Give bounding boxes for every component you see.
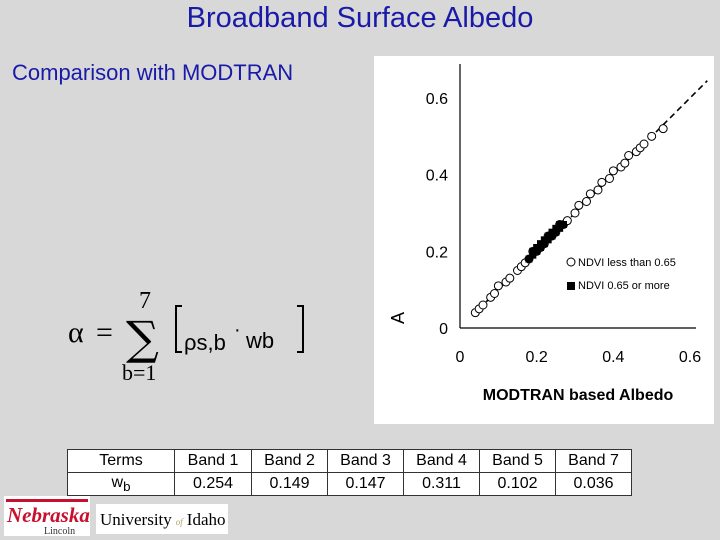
table-cell-band-3: 0.147 (327, 472, 404, 496)
data-point-ndvi-less (624, 151, 634, 160)
data-point-ndvi-more (529, 251, 537, 259)
idaho-logo: University of Idaho (96, 504, 228, 534)
band-weights-table: Terms Band 1 Band 2 Band 3 Band 4 Band 5… (67, 449, 632, 496)
table-header-band-4: Band 4 (403, 449, 480, 473)
data-point-ndvi-more (560, 221, 567, 228)
nebraska-wordmark: Nebraska (6, 503, 90, 527)
slide-subtitle: Comparison with MODTRAN (12, 60, 294, 85)
table-cell-band-4: 0.311 (403, 472, 480, 496)
x-tick-label: 0.6 (679, 349, 701, 366)
y-tick-label: 0.4 (426, 168, 448, 185)
x-tick-label: 0.4 (602, 349, 624, 366)
data-point-ndvi-less (582, 197, 591, 206)
data-point-ndvi-more (537, 240, 544, 248)
data-point-ndvi-more (556, 221, 564, 228)
data-point-ndvi-more (540, 236, 548, 244)
table-header-band-7: Band 7 (555, 449, 632, 473)
y-tick-label: 0 (439, 321, 448, 338)
x-tick-label: 0 (456, 349, 465, 366)
data-point-ndvi-more (548, 232, 556, 240)
data-point-ndvi-more (525, 255, 533, 263)
table-header-band-5: Band 5 (479, 449, 556, 473)
data-point-ndvi-more (540, 240, 548, 248)
data-point-ndvi-more (533, 247, 541, 255)
slide-title: Broadband Surface Albedo (186, 2, 534, 34)
data-point-ndvi-less (639, 139, 649, 149)
albedo-formula: α = 7 ∑ b=1 ρs,b · wb (66, 282, 326, 386)
row-label-text: wb (111, 473, 131, 495)
data-point-ndvi-more (544, 236, 552, 244)
data-point-ndvi-more (548, 228, 556, 236)
data-point-ndvi-more (552, 224, 560, 232)
table-row-label: wb (67, 472, 175, 496)
scatter-chart: 0 0.2 0.4 0.6 0 0.2 0.4 0.6 NDVI less than 0.6… (374, 56, 714, 424)
table-cell-band-1: 0.254 (174, 472, 252, 496)
legend-marker-ndvi-less (566, 257, 576, 267)
table-header-terms: Terms (67, 449, 175, 473)
table-header-band-2: Band 2 (251, 449, 328, 473)
table-header-row: Terms Band 1 Band 2 Band 3 Band 4 Band 5… (67, 449, 632, 473)
table-header-band-1: Band 1 (174, 449, 252, 473)
data-point-ndvi-more (533, 244, 541, 251)
formula-lower-limit: b=1 (122, 360, 156, 385)
data-point-ndvi-less (574, 200, 584, 210)
data-point-ndvi-less (597, 177, 607, 187)
data-point-ndvi-less (620, 158, 630, 168)
data-point-ndvi-less (490, 289, 499, 298)
formula-equals: = (96, 316, 113, 349)
data-point-ndvi-more (544, 232, 552, 240)
nebraska-lincoln: Lincoln (44, 526, 75, 536)
table-header-band-3: Band 3 (327, 449, 404, 473)
formula-right-bracket (297, 305, 304, 353)
x-tick-label: 0.2 (526, 349, 548, 366)
data-point-ndvi-less (478, 300, 488, 310)
y-tick-label: 0.6 (426, 91, 448, 108)
data-point-ndvi-less (658, 124, 668, 134)
x-axis-label: MODTRAN based Albedo (483, 387, 674, 404)
formula-rho-term: ρs,b (184, 330, 226, 355)
idaho-name: Idaho (187, 510, 226, 529)
table-cell-band-2: 0.149 (251, 472, 328, 496)
legend-label-ndvi-more: NDVI 0.65 or more (578, 280, 670, 292)
data-point-ndvi-less (608, 166, 618, 176)
idaho-of: of (176, 517, 185, 527)
formula-left-bracket (175, 305, 182, 353)
formula-weight-term: wb (245, 328, 274, 353)
data-point-ndvi-more (537, 244, 544, 251)
data-point-ndvi-less (585, 189, 595, 199)
table-cell-band-7: 0.036 (555, 472, 632, 496)
data-point-ndvi-more (529, 247, 537, 255)
data-point-ndvi-less (647, 131, 657, 141)
data-point-ndvi-less (605, 174, 614, 183)
data-point-ndvi-less (593, 185, 603, 195)
formula-alpha: α (68, 316, 84, 349)
y-axis-label: A (388, 312, 408, 324)
formula-upper-limit: 7 (139, 288, 151, 314)
data-point-ndvi-less (570, 208, 580, 218)
idaho-wordmark: University of Idaho (100, 510, 226, 529)
data-point-ndvi-more (556, 224, 564, 232)
data-point-ndvi-less (505, 273, 515, 283)
nebraska-logo: Nebraska Lincoln (4, 496, 90, 536)
legend-label-ndvi-less: NDVI less than 0.65 (578, 257, 676, 269)
nebraska-seal-strip (6, 499, 88, 502)
table-row: wb 0.254 0.149 0.147 0.311 0.102 0.036 (67, 472, 632, 496)
y-tick-label: 0.2 (426, 244, 448, 261)
formula-dot: · (234, 319, 241, 341)
data-point-ndvi-more (552, 228, 560, 236)
legend-marker-ndvi-more (567, 282, 575, 290)
table-cell-band-5: 0.102 (479, 472, 556, 496)
idaho-university: University (100, 510, 172, 529)
formula-sigma: ∑ (126, 311, 159, 365)
data-point-ndvi-less (493, 281, 503, 291)
chart-legend: NDVI less than 0.65 NDVI 0.65 or more (566, 257, 676, 292)
